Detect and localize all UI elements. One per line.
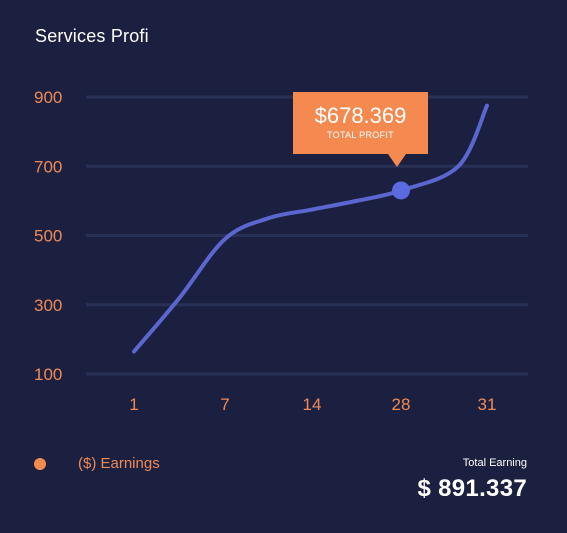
y-tick-label: 100 — [34, 365, 62, 384]
line-chart: 100 300 500 700 900 1 7 14 28 31 — [34, 88, 528, 414]
total-earning-label: Total Earning — [462, 457, 527, 469]
x-tick-label: 7 — [220, 395, 229, 414]
x-tick-label: 1 — [129, 395, 138, 414]
total-earning-value: $ 891.337 — [417, 475, 527, 502]
x-tick-label: 31 — [478, 395, 497, 414]
total-earning: Total Earning $ 891.337 — [418, 457, 527, 503]
y-axis-ticks: 100 300 500 700 900 — [34, 88, 62, 384]
profit-tooltip: $678.369 TOTAL PROFIT — [293, 92, 428, 167]
legend-dot-icon — [34, 457, 46, 470]
x-axis-ticks: 1 7 14 28 31 — [129, 395, 496, 414]
legend-label: ($) Earnings — [78, 455, 160, 472]
x-tick-label: 14 — [303, 395, 322, 414]
y-tick-label: 300 — [34, 296, 62, 315]
card-title: Services Profi — [35, 26, 149, 46]
y-tick-label: 900 — [34, 88, 62, 107]
tooltip-label: TOTAL PROFIT — [327, 130, 394, 140]
y-tick-label: 500 — [34, 227, 62, 246]
legend: ($) Earnings — [34, 455, 160, 472]
tooltip-value: $678.369 — [314, 103, 407, 128]
earnings-series-line — [132, 103, 489, 354]
y-tick-label: 700 — [34, 157, 62, 176]
x-tick-label: 28 — [392, 395, 411, 414]
highlight-point[interactable] — [392, 181, 410, 200]
